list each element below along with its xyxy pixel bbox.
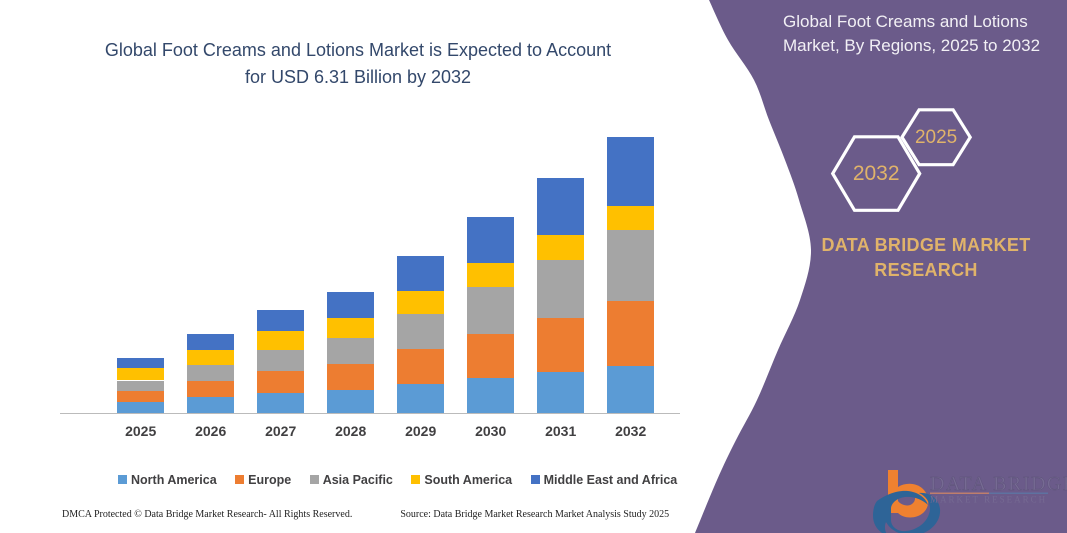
svg-text:MARKET RESEARCH: MARKET RESEARCH [930, 495, 1047, 505]
svg-text:DATA BRIDGE: DATA BRIDGE [930, 473, 1067, 495]
